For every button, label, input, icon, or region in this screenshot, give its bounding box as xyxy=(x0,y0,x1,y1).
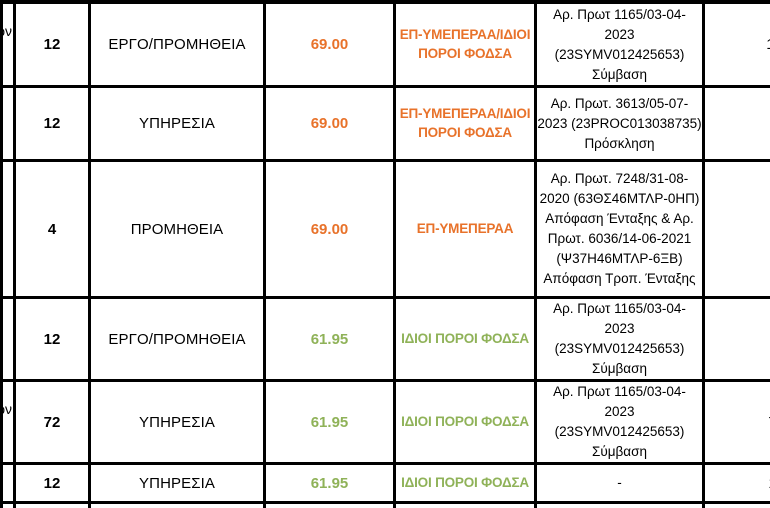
funding-source-cell: ΕΠ-ΥΜΕΠΕΡΑΑ/ΙΔΙΟΙ ΠΟΡΟΙ ΦΟΔΣΑ xyxy=(395,87,536,161)
amount-cell: 1.353.56 xyxy=(704,2,770,87)
count-cell: 12 xyxy=(15,2,90,87)
table-row: 12 ΕΡΓΟ/ΠΡΟΜΗΘΕΙΑ 61.95 ΙΔΙΟΙ ΠΟΡΟΙ ΦΟΔΣ… xyxy=(2,298,770,381)
score-cell: 61.95 xyxy=(265,464,395,503)
amount-cell: 79.926 xyxy=(704,298,770,381)
score-cell: 69.00 xyxy=(265,2,395,87)
clipped-left-column-cell xyxy=(2,87,15,161)
score-cell: 61.95 xyxy=(265,298,395,381)
protocol-reference-cell: Αρ. Πρωτ. 7248/31-08- 2020 (63ΘΣ46ΜΤΛΡ-0… xyxy=(536,161,704,298)
type-cell: ΥΠΗΡΕΣΙΑ xyxy=(90,87,265,161)
score-cell: 69.00 xyxy=(265,87,395,161)
count-cell: 12 xyxy=(15,87,90,161)
type-cell: ΠΡΟΜΗΘΕΙΑ xyxy=(90,161,265,298)
table-row: 12 ΥΠΗΡΕΣΙΑ 61.95 ΙΔΙΟΙ ΠΟΡΟΙ ΦΟΔΣΑ - 10… xyxy=(2,464,770,503)
next-row-sliver xyxy=(2,503,770,508)
protocol-reference-cell: Αρ. Πρωτ 1165/03-04- 2023 (23SYMV0124256… xyxy=(536,2,704,87)
count-cell: 12 xyxy=(15,464,90,503)
amount-cell: 726.000 xyxy=(704,381,770,464)
type-cell: ΕΡΓΟ/ΠΡΟΜΗΘΕΙΑ xyxy=(90,2,265,87)
funding-source-cell: ΕΠ-ΥΜΕΠΕΡΑΑ xyxy=(395,161,536,298)
amount-cell: 100.000 xyxy=(704,464,770,503)
clipped-left-column-cell: ων xyxy=(2,2,15,87)
type-cell: ΥΠΗΡΕΣΙΑ xyxy=(90,464,265,503)
table-row: 12 ΥΠΗΡΕΣΙΑ 69.00 ΕΠ-ΥΜΕΠΕΡΑΑ/ΙΔΙΟΙ ΠΟΡΟ… xyxy=(2,87,770,161)
count-cell: 4 xyxy=(15,161,90,298)
table-row: ων 12 ΕΡΓΟ/ΠΡΟΜΗΘΕΙΑ 69.00 ΕΠ-ΥΜΕΠΕΡΑΑ/Ι… xyxy=(2,2,770,87)
count-cell: 12 xyxy=(15,298,90,381)
clipped-left-column-cell xyxy=(2,298,15,381)
count-cell: 72 xyxy=(15,381,90,464)
amount-cell: 30.000 xyxy=(704,87,770,161)
amount-cell: 79.732 xyxy=(704,161,770,298)
score-cell: 69.00 xyxy=(265,161,395,298)
protocol-reference-cell: Αρ. Πρωτ. 3613/05-07- 2023 (23PROC013038… xyxy=(536,87,704,161)
score-cell: 61.95 xyxy=(265,381,395,464)
left-fragment-text: ων xyxy=(2,23,13,39)
protocol-reference-cell: Αρ. Πρωτ 1165/03-04- 2023 (23SYMV0124256… xyxy=(536,298,704,381)
funding-source-cell: ΙΔΙΟΙ ΠΟΡΟΙ ΦΟΔΣΑ xyxy=(395,381,536,464)
type-cell: ΥΠΗΡΕΣΙΑ xyxy=(90,381,265,464)
protocol-reference-cell: - xyxy=(536,464,704,503)
clipped-left-column-cell xyxy=(2,161,15,298)
type-cell: ΕΡΓΟ/ΠΡΟΜΗΘΕΙΑ xyxy=(90,298,265,381)
document-page: { "colors": { "accent_orange": "#E8722A"… xyxy=(0,0,770,494)
table-row: 4 ΠΡΟΜΗΘΕΙΑ 69.00 ΕΠ-ΥΜΕΠΕΡΑΑ Αρ. Πρωτ. … xyxy=(2,161,770,298)
clipped-left-column-cell: ων xyxy=(2,381,15,464)
left-fragment-text: ων xyxy=(2,401,13,417)
funding-source-cell: ΕΠ-ΥΜΕΠΕΡΑΑ/ΙΔΙΟΙ ΠΟΡΟΙ ΦΟΔΣΑ xyxy=(395,2,536,87)
funding-source-cell: ΙΔΙΟΙ ΠΟΡΟΙ ΦΟΔΣΑ xyxy=(395,464,536,503)
table-row: ων 72 ΥΠΗΡΕΣΙΑ 61.95 ΙΔΙΟΙ ΠΟΡΟΙ ΦΟΔΣΑ Α… xyxy=(2,381,770,464)
clipped-left-column-cell xyxy=(2,464,15,503)
protocol-reference-cell: Αρ. Πρωτ 1165/03-04- 2023 (23SYMV0124256… xyxy=(536,381,704,464)
funding-source-cell: ΙΔΙΟΙ ΠΟΡΟΙ ΦΟΔΣΑ xyxy=(395,298,536,381)
